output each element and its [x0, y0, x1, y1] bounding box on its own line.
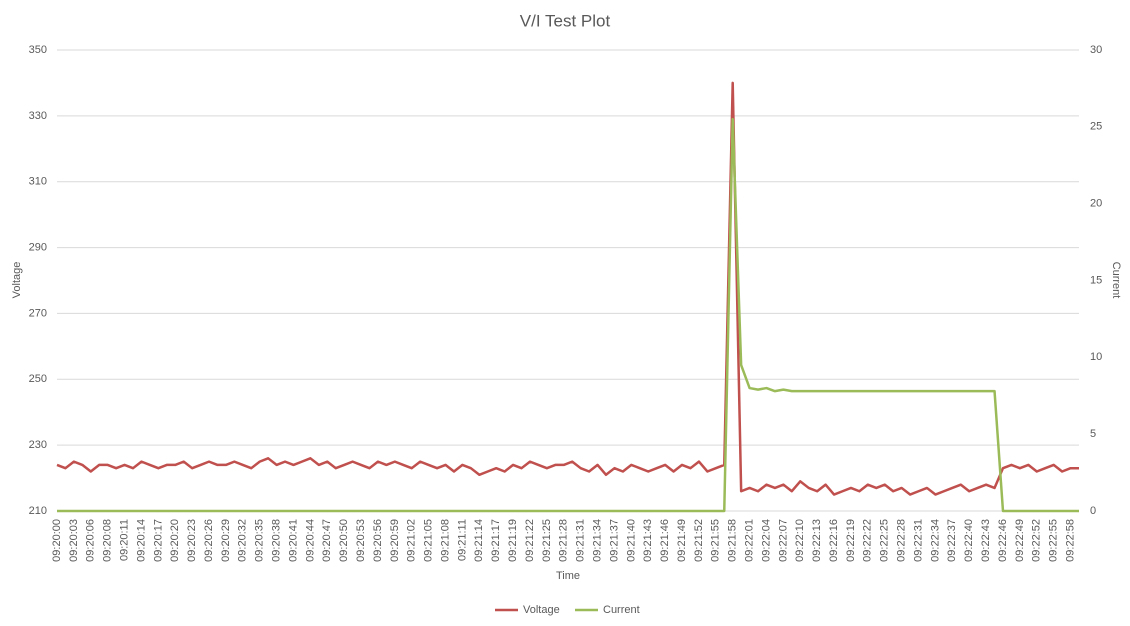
x-tick-label: 09:21:49: [676, 519, 688, 562]
y-axis-label: Voltage: [11, 262, 23, 299]
x-tick-label: 09:22:52: [1031, 519, 1043, 562]
x-tick-label: 09:21:05: [423, 519, 435, 562]
x-tick-label: 09:21:11: [456, 519, 468, 561]
x-tick-label: 09:20:06: [85, 519, 97, 562]
x-tick-label: 09:22:19: [845, 519, 857, 562]
y2-tick-label: 5: [1090, 428, 1096, 440]
x-tick-label: 09:21:02: [406, 519, 418, 562]
x-tick-label: 09:20:00: [51, 519, 63, 562]
chart-title: V/I Test Plot: [520, 11, 611, 30]
x-tick-label: 09:22:46: [997, 519, 1009, 562]
x-tick-label: 09:20:35: [254, 519, 266, 562]
x-tick-label: 09:20:14: [135, 519, 147, 562]
x-tick-label: 09:22:04: [760, 519, 772, 562]
y2-tick-label: 25: [1090, 121, 1102, 133]
y-tick-label: 310: [29, 176, 47, 188]
x-tick-label: 09:22:34: [929, 519, 941, 562]
y-tick-label: 350: [29, 44, 47, 56]
x-tick-label: 09:22:49: [1014, 519, 1026, 562]
x-tick-label: 09:21:52: [693, 519, 705, 562]
x-tick-label: 09:21:17: [490, 519, 502, 562]
x-tick-label: 09:22:55: [1048, 519, 1060, 562]
x-tick-label: 09:20:50: [338, 519, 350, 562]
x-tick-label: 09:22:40: [963, 519, 975, 562]
series-line: [56, 81, 1079, 496]
x-axis-label: Time: [556, 570, 580, 582]
y2-axis-label: Current: [1110, 262, 1122, 299]
x-tick-label: 09:22:28: [896, 519, 908, 562]
y-tick-label: 250: [29, 373, 47, 385]
y-tick-label: 290: [29, 241, 47, 253]
x-tick-label: 09:22:31: [912, 519, 924, 562]
x-tick-label: 09:21:14: [473, 519, 485, 562]
x-tick-label: 09:20:44: [304, 519, 316, 562]
x-tick-label: 09:20:59: [389, 519, 401, 562]
x-tick-label: 09:20:03: [68, 519, 80, 562]
x-tick-label: 09:22:16: [828, 519, 840, 562]
x-tick-label: 09:20:17: [152, 519, 164, 562]
y2-tick-label: 10: [1090, 351, 1102, 363]
x-tick-label: 09:21:34: [591, 519, 603, 562]
x-tick-label: 09:22:37: [946, 519, 958, 562]
x-tick-label: 09:21:19: [507, 519, 519, 562]
x-tick-label: 09:21:46: [659, 519, 671, 562]
y-tick-label: 330: [29, 110, 47, 122]
x-tick-label: 09:20:23: [186, 519, 198, 562]
y2-tick-label: 15: [1090, 274, 1102, 286]
x-tick-label: 09:21:22: [524, 519, 536, 562]
series-line: [57, 117, 1079, 513]
x-tick-label: 09:22:13: [811, 519, 823, 562]
x-tick-label: 09:20:08: [102, 519, 114, 562]
y2-tick-label: 0: [1090, 505, 1096, 517]
x-tick-label: 09:22:22: [862, 519, 874, 562]
x-tick-label: 09:21:55: [710, 519, 722, 562]
x-tick-label: 09:22:01: [744, 519, 756, 562]
x-tick-label: 09:21:08: [439, 519, 451, 562]
x-tick-label: 09:20:53: [355, 519, 367, 562]
x-tick-label: 09:20:41: [287, 519, 299, 562]
x-tick-label: 09:21:43: [642, 519, 654, 562]
y2-tick-label: 30: [1090, 44, 1102, 56]
x-tick-label: 09:20:47: [321, 519, 333, 562]
x-tick-label: 09:20:32: [237, 519, 249, 562]
x-tick-label: 09:21:37: [608, 519, 620, 562]
x-tick-label: 09:21:31: [575, 519, 587, 562]
x-tick-label: 09:21:58: [727, 519, 739, 562]
x-tick-label: 09:21:40: [625, 519, 637, 562]
x-tick-label: 09:20:38: [271, 519, 283, 562]
y2-tick-label: 20: [1090, 198, 1102, 210]
y-tick-label: 270: [29, 307, 47, 319]
y-tick-label: 210: [29, 505, 47, 517]
x-tick-label: 09:22:58: [1064, 519, 1076, 562]
y-tick-label: 230: [29, 439, 47, 451]
x-tick-label: 09:20:20: [169, 519, 181, 562]
x-tick-label: 09:20:29: [220, 519, 232, 562]
x-tick-label: 09:20:26: [203, 519, 215, 562]
x-tick-label: 09:21:25: [541, 519, 553, 562]
x-tick-label: 09:21:28: [558, 519, 570, 562]
x-tick-label: 09:20:56: [372, 519, 384, 562]
x-tick-label: 09:22:25: [879, 519, 891, 562]
legend-label: Voltage: [523, 604, 560, 616]
x-tick-label: 09:20:11: [118, 519, 130, 561]
x-tick-label: 09:22:10: [794, 519, 806, 562]
x-tick-label: 09:22:43: [980, 519, 992, 562]
x-tick-label: 09:22:07: [777, 519, 789, 562]
legend-label: Current: [603, 604, 640, 616]
